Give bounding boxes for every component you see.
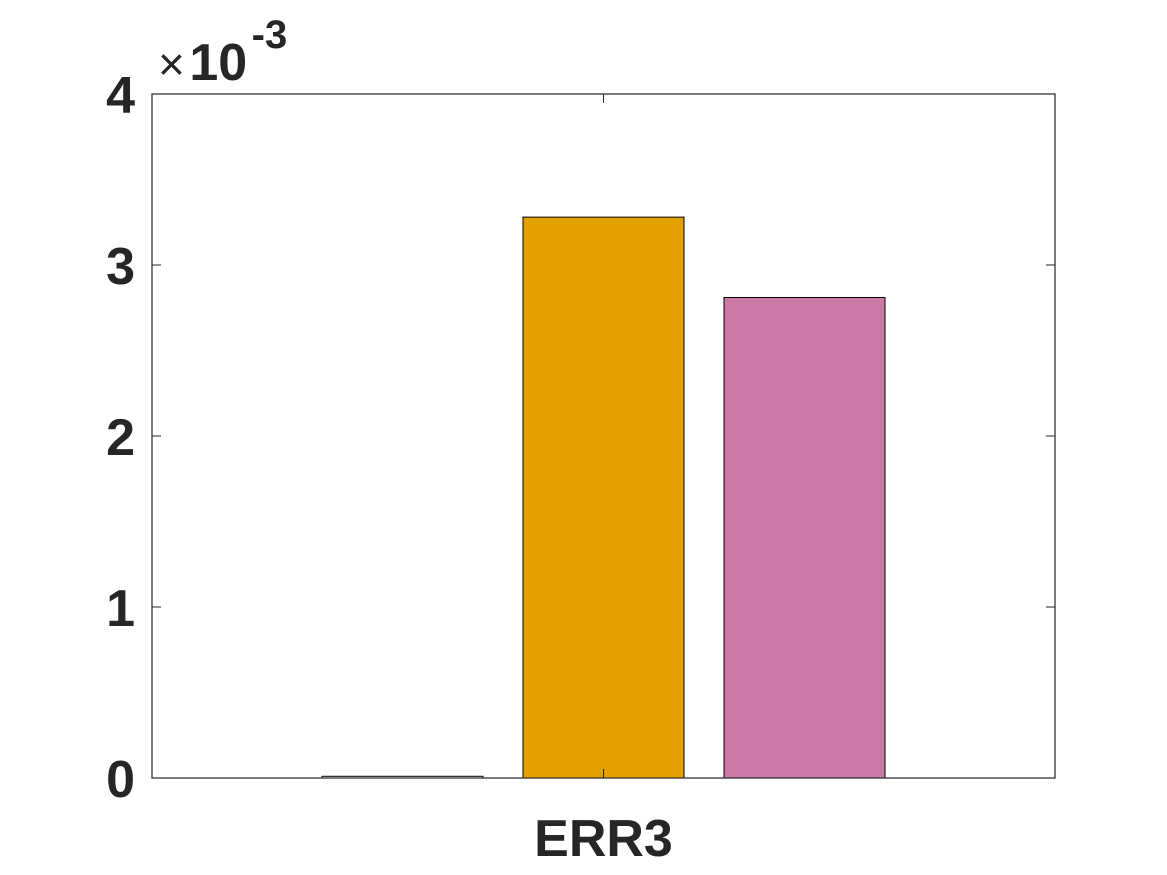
exponent-power: -3	[252, 13, 288, 57]
bar-series-2	[522, 216, 685, 779]
exponent-times-sign: ×	[158, 38, 185, 90]
bar-series-3	[723, 296, 886, 779]
y-tick-label: 3	[106, 238, 135, 296]
bars-layer	[321, 216, 886, 779]
y-tick-label: 1	[106, 580, 135, 638]
y-tick-label: 0	[106, 751, 135, 809]
y-tick-label: 4	[106, 67, 135, 125]
y-tick-label: 2	[106, 409, 135, 467]
ticks-layer	[152, 93, 1055, 779]
labels-layer: 0 1 2 3 4 ERR3	[106, 67, 673, 868]
x-tick-label: ERR3	[534, 810, 673, 868]
y-axis-exponent-label: × 10 -3	[158, 13, 287, 92]
exponent-base: 10	[189, 34, 247, 92]
